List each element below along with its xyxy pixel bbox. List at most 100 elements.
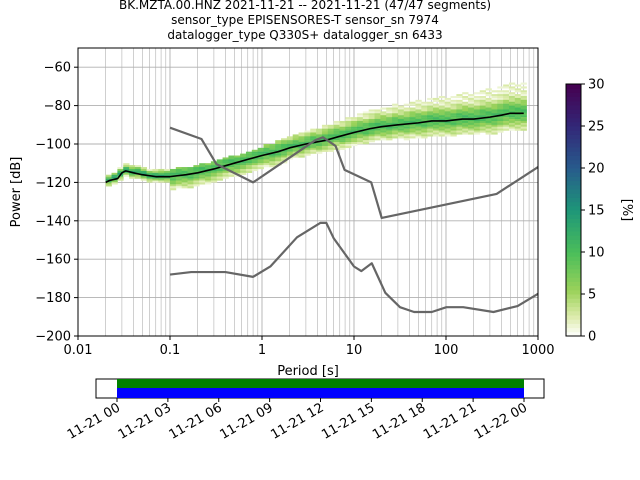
heatmap-cell [263,159,270,162]
colorbar-segment [566,142,581,148]
heatmap-cell [368,134,375,137]
heatmap-cell [310,147,317,150]
heatmap-cell [333,134,340,137]
colorbar-segment [566,117,581,123]
heatmap-cell [298,140,305,143]
heatmap-cell [327,126,335,129]
heatmap-cell [520,119,527,122]
heatmap-cell [275,144,282,147]
heatmap-cell [438,109,446,112]
colorbar-segment [566,285,581,291]
heatmap-cell [415,105,422,108]
y-tick-label: −160 [35,253,71,268]
heatmap-cell [421,126,428,129]
heatmap-cell [310,151,317,154]
heatmap-cell [479,124,486,127]
heatmap-cell [479,111,486,114]
heatmap-cell [468,109,475,112]
heatmap-cell [374,111,381,114]
heatmap-cell [520,86,527,89]
heatmap-cell [485,132,492,135]
heatmap-cell [415,120,422,124]
heatmap-cell [497,92,504,95]
heatmap-cell [514,101,522,104]
heatmap-cell [321,132,329,135]
heatmap-cell [169,182,177,185]
heatmap-cell [468,111,475,114]
heatmap-cell [181,168,188,172]
heatmap-cell [514,124,522,127]
heatmap-cell [327,132,335,135]
heatmap-cell [368,113,375,116]
heatmap-cell [275,159,282,162]
colorbar-segment [566,134,581,140]
heatmap-cell [473,126,481,129]
heatmap-cell [438,122,446,125]
heatmap-cell [228,159,235,162]
heatmap-cell [432,113,440,116]
heatmap-cell [409,109,416,112]
heatmap-cell [292,134,299,137]
heatmap-cell [228,167,235,170]
heatmap-cell [432,105,440,108]
heatmap-cell [432,111,440,114]
heatmap-cell [228,168,235,172]
heatmap-cell [339,128,346,131]
heatmap-cell [403,136,411,139]
heatmap-cell [339,145,346,149]
heatmap-cell [503,126,510,129]
x-tick-label: 10 [346,343,363,358]
heatmap-cell [462,124,469,127]
heatmap-cell [427,103,434,106]
heatmap-cell [362,111,370,114]
heatmap-cell [456,128,463,131]
heatmap-cell [444,105,451,108]
heatmap-cell [345,128,352,131]
heatmap-cell [216,161,223,164]
heatmap-cell [374,128,381,131]
heatmap-cell [169,170,177,173]
heatmap-cell [380,138,387,141]
heatmap-cell [245,151,253,154]
heatmap-cell [380,107,387,110]
heatmap-cell [456,132,463,135]
heatmap-cell [380,120,387,124]
heatmap-cell [386,113,393,116]
heatmap-cell [421,134,428,137]
heatmap-cell [304,140,311,143]
heatmap-cell [421,136,428,139]
heatmap-cell [485,119,492,122]
heatmap-cell [357,113,364,116]
heatmap-cell [444,120,451,124]
heatmap-cell [473,103,481,106]
heatmap-cell [491,105,498,108]
heatmap-cell [514,113,522,116]
heatmap-cell [508,96,516,99]
heatmap-cell [362,140,370,143]
heatmap-cell [123,165,130,168]
heatmap-cell [520,124,527,127]
heatmap-cell [485,115,492,118]
heatmap-cell [479,107,486,110]
heatmap-cell [415,119,422,122]
heatmap-cell [316,132,323,135]
heatmap-cell [357,140,364,143]
heatmap-cell [193,178,200,181]
heatmap-cell [275,155,282,158]
heatmap-cell [491,107,498,110]
heatmap-cell [140,168,148,172]
heatmap-cell [485,88,492,91]
colorbar-segment [566,180,581,186]
heatmap-cell [409,101,416,104]
heatmap-cell [158,178,165,181]
heatmap-cell [380,113,387,116]
heatmap-cell [386,120,393,124]
heatmap-cell [427,128,434,131]
heatmap-cell [409,119,416,122]
heatmap-cell [432,134,440,137]
heatmap-cell [362,119,370,122]
heatmap-cell [222,168,229,172]
heatmap-cell [199,165,206,168]
heatmap-cell [438,113,446,116]
heatmap-cell [403,115,411,118]
